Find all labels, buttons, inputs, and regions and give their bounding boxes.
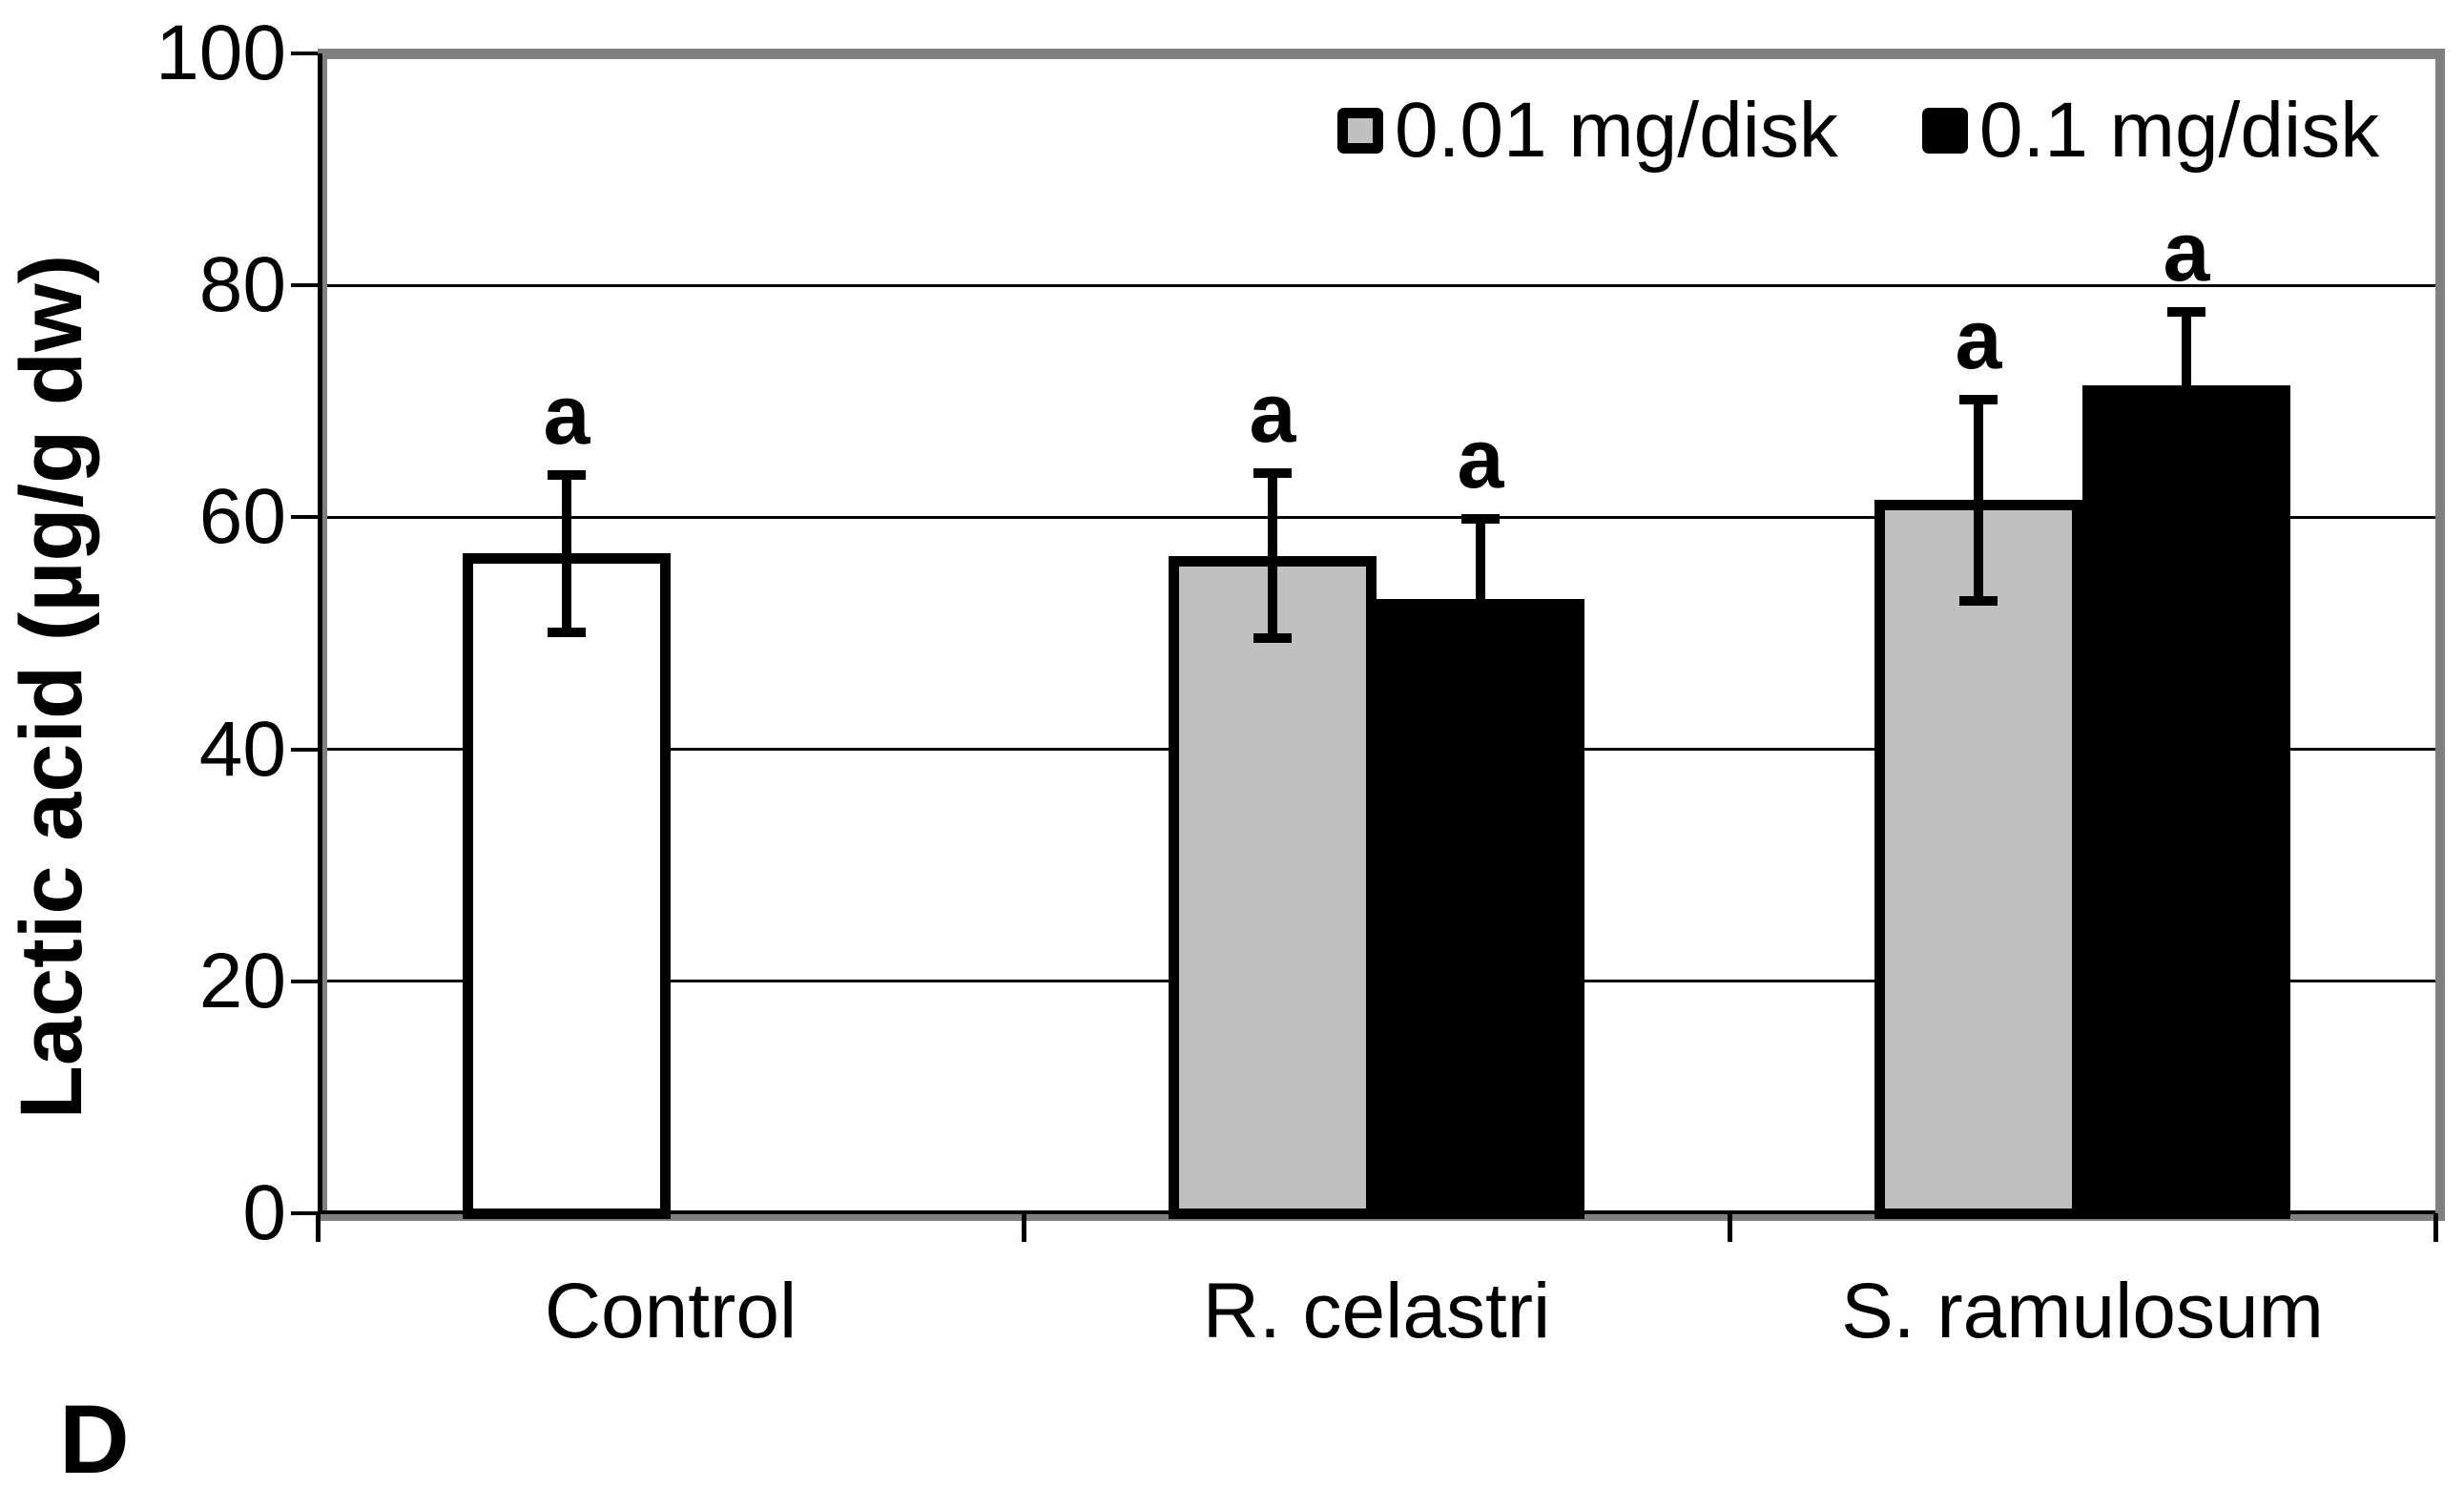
y-axis-title: Lactic acid (µg/g dw) — [3, 254, 100, 1120]
bar-s-ramulosum-s2 — [2082, 384, 2290, 1219]
error-bar-c3-s1 — [1959, 394, 1998, 606]
x-tick-3 — [2433, 1213, 2438, 1242]
error-bar-stem — [1476, 513, 1485, 684]
legend-swatch-black — [1921, 108, 1968, 154]
y-tick-60 — [291, 515, 318, 520]
plot-border-right — [2435, 49, 2445, 1213]
error-bar-cap-top — [1253, 468, 1292, 479]
y-tick-20 — [291, 979, 318, 983]
y-tick-100 — [291, 52, 318, 55]
bar-s-ramulosum-s1 — [1874, 500, 2082, 1219]
error-bar-cap-bottom — [1959, 595, 1998, 606]
error-bar-cap-top — [548, 469, 586, 480]
x-tick-2 — [1727, 1213, 1732, 1242]
legend-item-high-dose: 0.1 mg/disk — [1921, 87, 2380, 174]
error-bar-cap-bottom — [1461, 673, 1500, 684]
legend-label-high-dose: 0.1 mg/disk — [1978, 87, 2380, 174]
legend-item-low-dose: 0.01 mg/disk — [1337, 88, 1838, 174]
error-bar-c2-s2 — [1461, 513, 1500, 684]
bar-control-s1 — [463, 553, 671, 1219]
plot-area: 0.01 mg/disk 0.1 mg/disk a a a a a — [291, 49, 2445, 1242]
y-tick-label-80: 80 — [198, 241, 286, 329]
y-tick-label-100: 100 — [155, 10, 286, 96]
x-tick-0 — [315, 1213, 321, 1242]
y-axis-line — [318, 53, 322, 1213]
error-bar-c2-s1 — [1253, 468, 1292, 643]
y-tick-80 — [291, 283, 318, 288]
x-category-label-1: Control — [544, 1268, 797, 1354]
legend-label-low-dose: 0.01 mg/disk — [1395, 87, 1838, 174]
plot-border-top — [318, 49, 2445, 59]
panel-label: D — [59, 1385, 130, 1494]
gridline-80 — [318, 283, 2435, 287]
error-bar-cap-bottom — [1253, 632, 1292, 643]
plot-border-left — [322, 53, 327, 1213]
x-category-label-2: R. celastri — [1202, 1268, 1551, 1354]
sig-label-c2-s1: a — [1249, 365, 1296, 461]
error-bar-cap-bottom — [2167, 453, 2205, 464]
error-bar-cap-top — [2167, 307, 2205, 318]
error-bar-c1-s1 — [548, 469, 586, 637]
y-tick-label-60: 60 — [198, 473, 286, 561]
x-tick-1 — [1021, 1213, 1026, 1242]
y-tick-40 — [291, 747, 318, 752]
sig-label-c3-s2: a — [2163, 204, 2210, 300]
sig-label-c3-s1: a — [1955, 291, 2002, 386]
error-bar-cap-top — [1461, 513, 1500, 524]
sig-label-c1-s1: a — [543, 366, 590, 462]
error-bar-cap-top — [1959, 394, 1998, 404]
error-bar-stem — [1268, 468, 1277, 643]
bar-r-celastri-s2 — [1377, 598, 1584, 1219]
y-tick-label-20: 20 — [198, 937, 286, 1024]
gridline-60 — [318, 515, 2435, 519]
error-bar-stem — [1974, 394, 1983, 606]
y-tick-0 — [291, 1211, 318, 1215]
bar-r-celastri-s1 — [1169, 555, 1377, 1219]
error-bar-stem — [2182, 307, 2191, 464]
y-tick-label-0: 0 — [242, 1169, 286, 1256]
error-bar-cap-bottom — [548, 627, 586, 637]
sig-label-c2-s2: a — [1457, 410, 1504, 506]
error-bar-stem — [562, 469, 571, 637]
legend: 0.01 mg/disk 0.1 mg/disk — [1337, 88, 2379, 174]
y-tick-label-40: 40 — [198, 705, 286, 793]
x-category-label-3: S. ramulosum — [1841, 1268, 2324, 1354]
legend-swatch-gray — [1337, 108, 1383, 154]
error-bar-c3-s2 — [2167, 307, 2205, 464]
